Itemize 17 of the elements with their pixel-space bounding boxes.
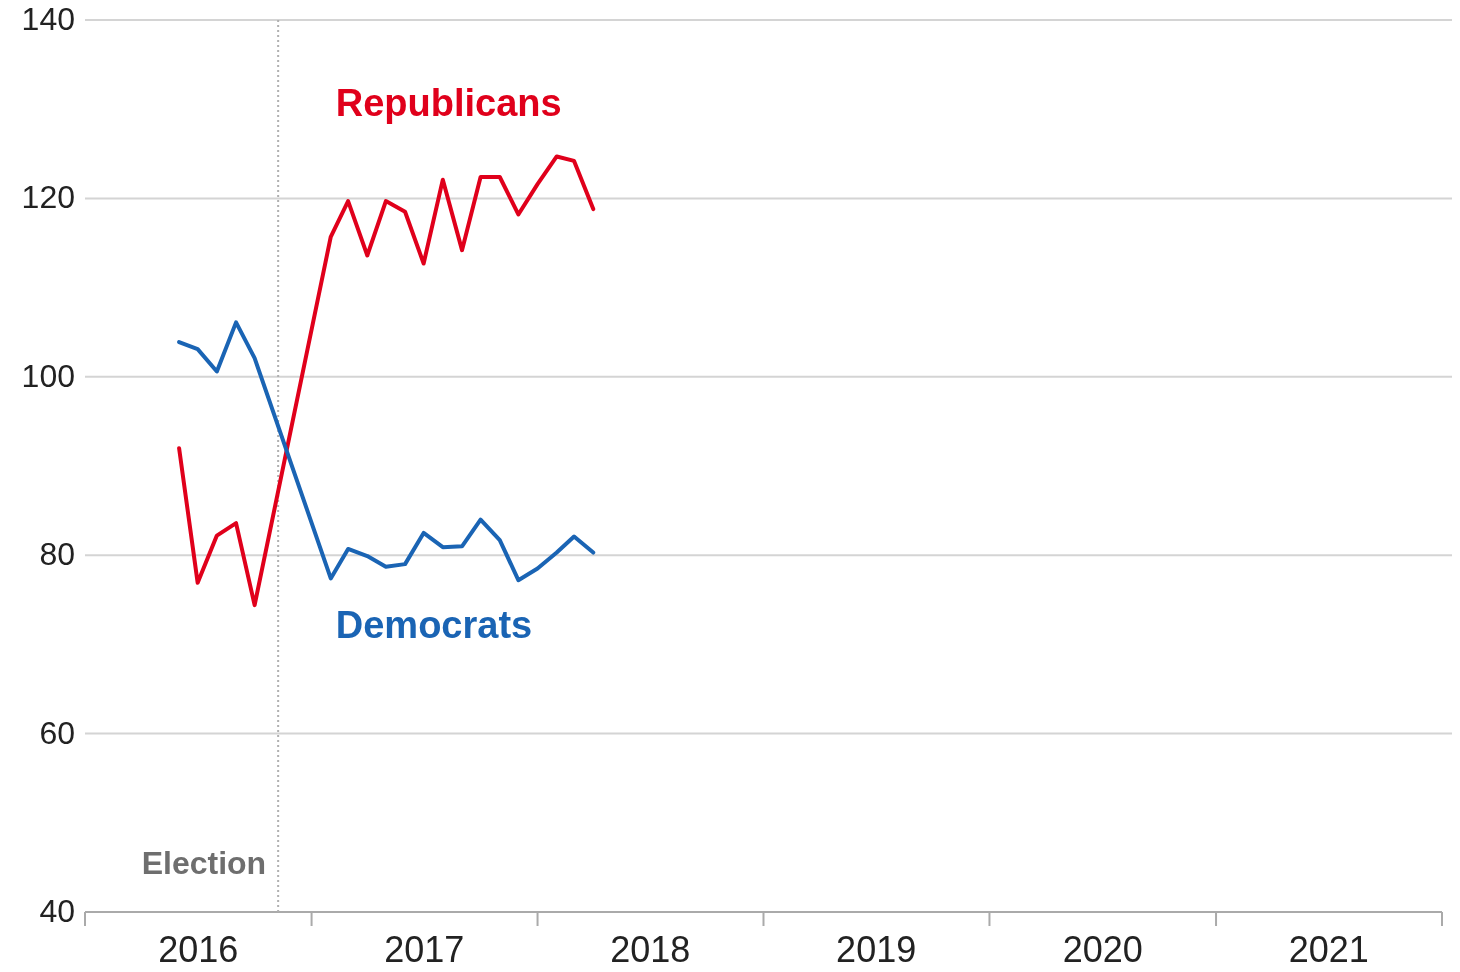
x-tick-label: 2017 [384,929,465,970]
series-label: Democrats [335,604,533,647]
y-tick-label: 40 [39,893,75,929]
series-label: Republicans [335,82,562,125]
y-tick-label: 140 [21,1,75,37]
x-tick-label: 2016 [158,929,239,970]
x-tick-label: 2018 [610,929,691,970]
y-tick-label: 80 [39,536,75,573]
y-tick-label: 60 [39,714,75,751]
x-tick-label: 2020 [1062,929,1143,970]
line-series [177,320,596,583]
ref-line-label: Election [141,845,267,881]
y-tick-label: 100 [21,357,75,394]
line-series [177,154,596,608]
x-tick-label: 2021 [1288,929,1369,970]
x-tick-label: 2019 [836,929,917,970]
y-tick-label: 120 [21,179,75,216]
